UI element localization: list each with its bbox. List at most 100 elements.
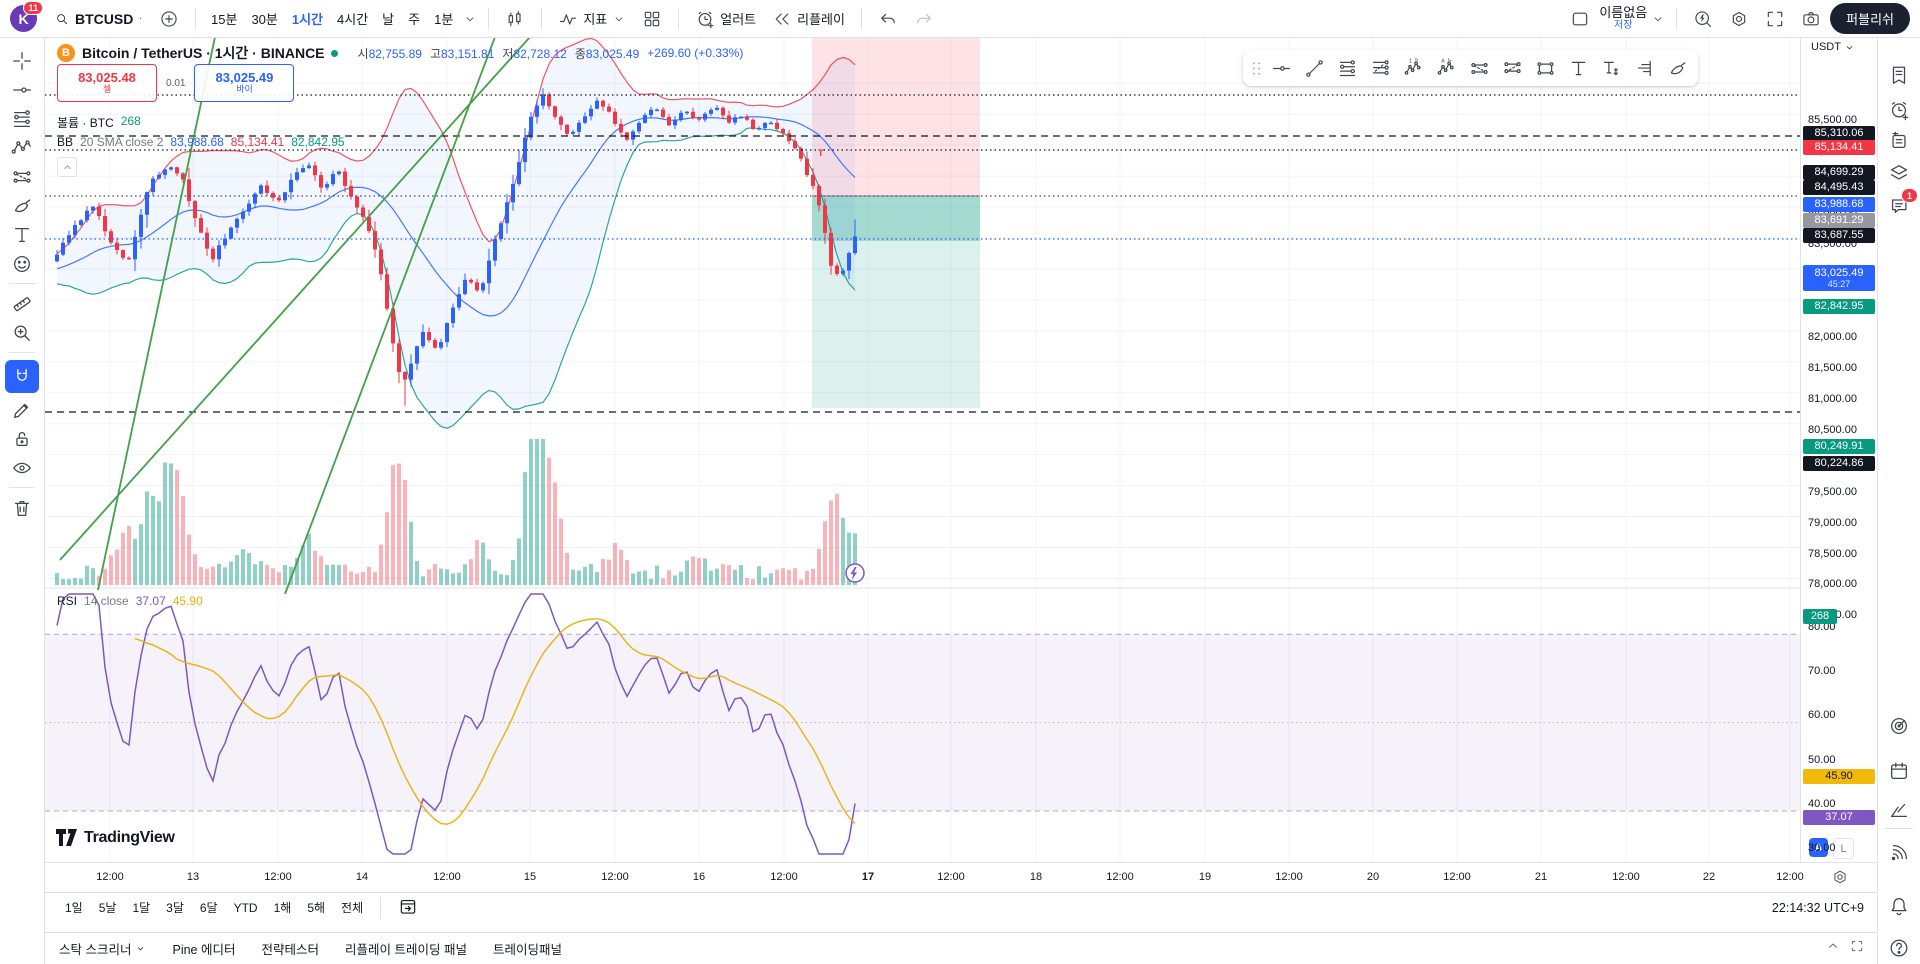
volume-profile-tool-button[interactable] <box>1628 53 1660 83</box>
buy-button[interactable]: 83,025.49 바이 <box>194 64 295 102</box>
elliott-wave-tool-button[interactable] <box>1397 53 1429 83</box>
price-chart[interactable]: T <box>45 38 1800 862</box>
fib-retracement-tool-button[interactable] <box>5 104 39 133</box>
parallel-projection-tool-button[interactable] <box>1463 53 1495 83</box>
layout-select-button[interactable] <box>1563 5 1597 33</box>
notifications-bell-button[interactable] <box>1886 893 1912 919</box>
status-tab-트레이딩패널[interactable]: 트레이딩패널 <box>492 943 562 957</box>
status-tab-리플레이 트레이딩 패널[interactable]: 리플레이 트레이딩 패널 <box>345 943 467 957</box>
layout-save-button[interactable]: 이름없음 저장 <box>1599 4 1648 32</box>
user-avatar[interactable]: K 11 <box>10 1 43 32</box>
gear-icon <box>1729 9 1749 29</box>
quick-search-button[interactable] <box>1686 5 1720 33</box>
calendar-button[interactable] <box>1886 758 1912 784</box>
timeframe-1분[interactable]: 1분 <box>434 12 454 27</box>
timeframe-15분[interactable]: 15분 <box>211 12 238 27</box>
broker-signal-button[interactable] <box>1886 840 1912 866</box>
snapshot-button[interactable] <box>1794 5 1828 33</box>
range-전체[interactable]: 전체 <box>341 901 364 915</box>
timeframe-more-button[interactable] <box>461 8 479 30</box>
range-3달[interactable]: 3달 <box>166 901 184 915</box>
lock-all-drawings-button[interactable] <box>5 424 39 453</box>
brush-tool-button[interactable] <box>1661 53 1693 83</box>
range-YTD[interactable]: YTD <box>233 900 258 915</box>
zoom-in-tool-button[interactable] <box>5 318 39 347</box>
chat-button[interactable]: 1 <box>1886 188 1918 219</box>
legend-collapse-button[interactable] <box>57 157 77 177</box>
status-tab-스탁 스크리너[interactable]: 스탁 스크리너 <box>59 939 146 958</box>
auto-scale-button[interactable]: A <box>1809 838 1828 857</box>
projection-tool-button[interactable] <box>5 162 39 191</box>
cursor-crosshair-tool-button[interactable] <box>5 46 39 75</box>
range-5해[interactable]: 5해 <box>307 901 326 915</box>
indicator-templates-button[interactable] <box>635 5 669 33</box>
fib-retracement-tool-button[interactable] <box>1331 53 1363 83</box>
replay-button[interactable]: 리플레이 <box>765 5 852 33</box>
timeframe-날[interactable]: 날 <box>382 12 395 27</box>
brush-tool-button[interactable] <box>5 191 39 220</box>
hide-drawings-button[interactable] <box>5 453 39 482</box>
remove-drawings-button[interactable] <box>5 493 39 522</box>
time-axis-settings-button[interactable] <box>1831 868 1849 891</box>
tradingview-logo[interactable]: TradingView <box>55 828 175 847</box>
redo-button[interactable] <box>907 5 941 33</box>
rsi-legend[interactable]: RSI 14 close 37.07 45.90 <box>57 594 203 608</box>
emoji-tool-button[interactable] <box>5 249 39 278</box>
trend-line-tool-button[interactable] <box>5 75 39 104</box>
alerts-button[interactable] <box>1886 97 1912 123</box>
trade-chart-button[interactable] <box>1886 797 1912 823</box>
trend-line-tool-button[interactable] <box>1298 53 1330 83</box>
watchlist-button[interactable] <box>1886 62 1912 88</box>
publish-button[interactable]: 퍼블리쉬 <box>1830 3 1910 34</box>
volume-legend[interactable]: 볼륨 · BTC 268 <box>57 114 141 130</box>
panel-collapse-button[interactable] <box>1826 939 1840 958</box>
range-1달[interactable]: 1달 <box>132 901 151 915</box>
ruler-tool-button[interactable] <box>5 289 39 318</box>
text-tool-button[interactable] <box>5 220 39 249</box>
object-tree-button[interactable] <box>1886 160 1912 186</box>
timeframe-30분[interactable]: 30분 <box>251 12 278 27</box>
notes-button[interactable] <box>1886 128 1912 154</box>
symbol-title[interactable]: Bitcoin / TetherUS · 1시간 · BINANCE <box>82 45 325 61</box>
status-tab-Pine 에디터[interactable]: Pine 에디터 <box>172 943 236 957</box>
panel-maximize-button[interactable] <box>1850 939 1864 958</box>
time-axis[interactable]: 12:00 13 12:00 14 12:00 15 12:00 16 12:00 17 12:00… <box>45 862 1878 892</box>
timeframe-4시간[interactable]: 4시간 <box>337 12 369 27</box>
alert-button[interactable]: 얼러트 <box>688 5 763 33</box>
price-axis-currency[interactable]: USDT <box>1811 41 1855 53</box>
magnet-mode-button[interactable] <box>5 360 39 393</box>
bollinger-legend[interactable]: BB 20 SMA close 2 83,988.68 85,134.41 82,… <box>57 135 345 149</box>
timeframe-주[interactable]: 주 <box>408 12 421 27</box>
xabcd-pattern-tool-button[interactable] <box>1430 53 1462 83</box>
price-axis[interactable]: USDT A L 85,500.0085,000.0084,500.0084,0… <box>1800 38 1878 862</box>
screener-radar-button[interactable] <box>1886 713 1912 739</box>
server-clock[interactable]: 22:14:32 UTC+9 <box>1771 900 1864 915</box>
flat-projection-tool-button[interactable] <box>1496 53 1528 83</box>
drag-handle[interactable] <box>1248 53 1264 83</box>
indicators-button[interactable]: 지표 <box>551 5 633 33</box>
rectangle-tool-button[interactable] <box>1529 53 1561 83</box>
text-tool-button[interactable] <box>1562 53 1594 83</box>
horizontal-line-tool-button[interactable] <box>1265 53 1297 83</box>
chart-style-button[interactable] <box>498 5 532 33</box>
range-1일[interactable]: 1일 <box>65 901 83 915</box>
drawing-mode-lock-button[interactable] <box>5 395 39 424</box>
layout-menu-caret[interactable] <box>1649 8 1667 30</box>
anchored-text-tool-button[interactable] <box>1595 53 1627 83</box>
undo-button[interactable] <box>871 5 905 33</box>
compare-add-button[interactable] <box>152 5 186 33</box>
help-button[interactable] <box>1886 935 1912 961</box>
log-scale-button[interactable]: L <box>1833 838 1854 859</box>
timeframe-1시간[interactable]: 1시간 <box>291 12 324 27</box>
range-1해[interactable]: 1해 <box>273 901 292 915</box>
go-to-date-button[interactable] <box>392 893 424 922</box>
status-tab-전략테스터[interactable]: 전략테스터 <box>261 943 319 957</box>
sell-button[interactable]: 83,025.48 셀 <box>57 64 157 102</box>
chart-settings-button[interactable] <box>1722 5 1756 33</box>
range-5날[interactable]: 5날 <box>98 901 117 915</box>
fib-channel-tool-button[interactable] <box>1364 53 1396 83</box>
range-6달[interactable]: 6달 <box>199 901 218 915</box>
fullscreen-button[interactable] <box>1758 5 1792 33</box>
symbol-search-button[interactable]: BTCUSD · <box>47 7 150 31</box>
pattern-tool-button[interactable] <box>5 133 39 162</box>
